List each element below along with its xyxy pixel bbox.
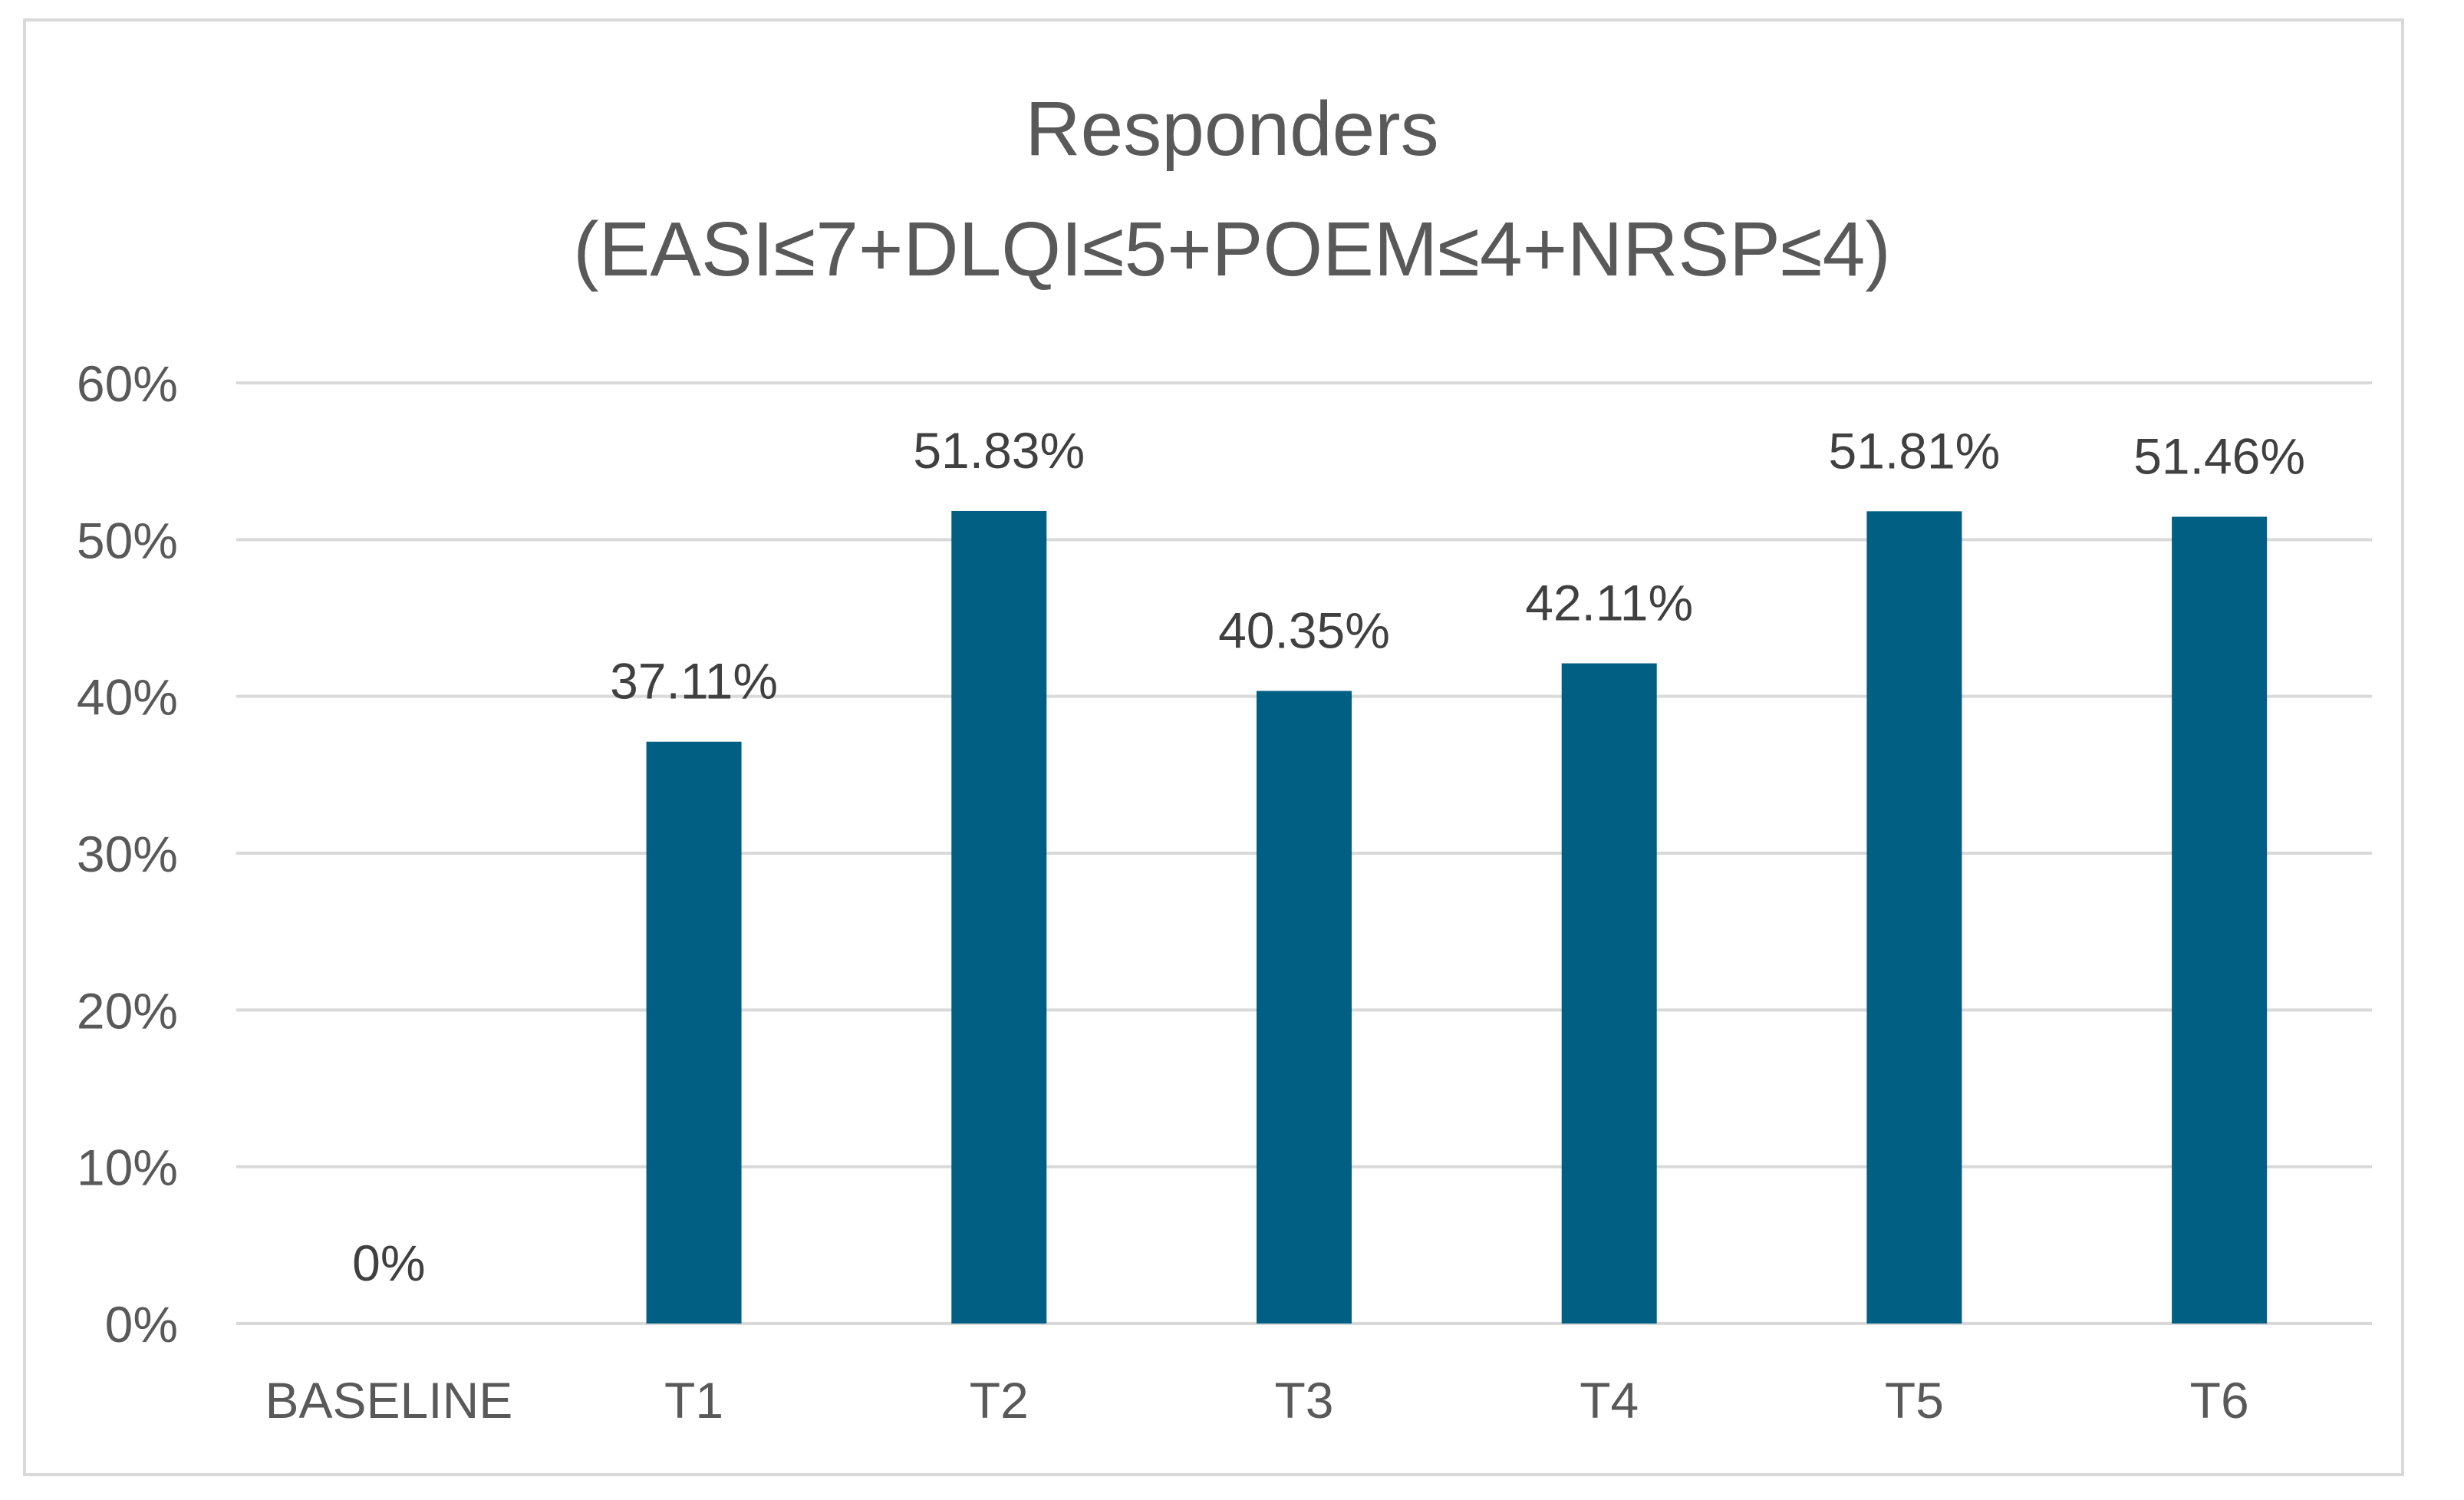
x-axis-tick-labels: BASELINE T1 T2 T3 T4 T5 T6 bbox=[265, 1372, 2248, 1429]
bar-t6 bbox=[2172, 516, 2268, 1324]
data-label: 51.46% bbox=[2133, 428, 2305, 485]
bar-t2 bbox=[951, 510, 1047, 1324]
x-tick-label: T5 bbox=[1885, 1372, 1944, 1429]
x-tick-label: T2 bbox=[970, 1372, 1029, 1429]
data-label: 51.81% bbox=[1828, 422, 2000, 479]
y-axis-tick-labels: 0% 10% 20% 30% 40% 50% 60% bbox=[77, 355, 178, 1353]
x-tick-label: T3 bbox=[1274, 1372, 1333, 1429]
bar-t5 bbox=[1866, 511, 1962, 1324]
x-tick-label: T6 bbox=[2190, 1372, 2249, 1429]
chart-subtitle: (EASI≤7+DLQI≤5+POEM≤4+NRSP≤4) bbox=[573, 206, 1891, 292]
bar-t4 bbox=[1561, 663, 1657, 1324]
bar-t3 bbox=[1257, 691, 1352, 1324]
x-tick-label: T4 bbox=[1580, 1372, 1639, 1429]
data-label: 0% bbox=[352, 1235, 425, 1291]
data-label: 51.83% bbox=[913, 422, 1085, 479]
y-tick-label: 30% bbox=[77, 826, 178, 882]
y-tick-label: 10% bbox=[77, 1139, 178, 1196]
x-tick-label: BASELINE bbox=[265, 1372, 512, 1429]
bar-t1 bbox=[646, 741, 742, 1324]
data-label: 40.35% bbox=[1218, 602, 1390, 659]
y-tick-label: 50% bbox=[77, 512, 178, 569]
y-tick-label: 0% bbox=[105, 1296, 178, 1353]
y-tick-label: 20% bbox=[77, 982, 178, 1039]
bars bbox=[646, 510, 2268, 1324]
data-label: 42.11% bbox=[1525, 575, 1693, 631]
data-label: 37.11% bbox=[610, 653, 778, 710]
data-labels: 0% 37.11% 51.83% 40.35% 42.11% 51.81% 51.46% bbox=[352, 422, 2305, 1291]
chart-title: Responders bbox=[1025, 86, 1439, 172]
x-tick-label: T1 bbox=[664, 1372, 723, 1429]
chart-frame bbox=[23, 18, 2404, 1476]
y-tick-label: 60% bbox=[77, 355, 178, 412]
y-tick-label: 40% bbox=[77, 669, 178, 726]
